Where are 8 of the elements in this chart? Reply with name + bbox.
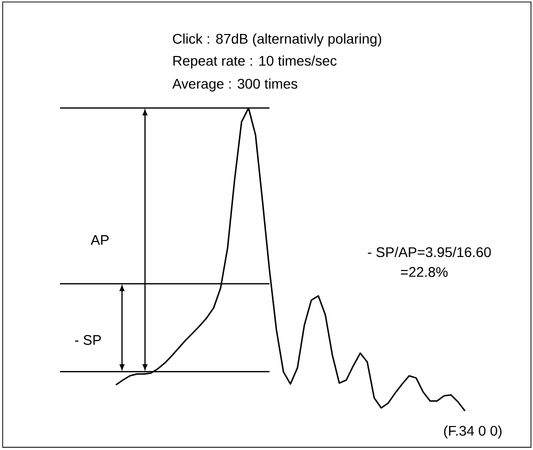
text: (F.34 0 0) xyxy=(444,425,502,439)
text: Average : 300 times xyxy=(172,78,298,92)
annotation: - SP/AP=3.95/16.60 xyxy=(368,246,491,258)
text: - SP xyxy=(75,335,101,345)
chart-title: Click : 87dB (alternativly polaring) xyxy=(172,33,382,47)
chart-subtitle: Repeat rate : 10 times/sec xyxy=(173,55,337,69)
annotation: =22.8% xyxy=(400,267,448,277)
text: AP xyxy=(90,235,109,245)
